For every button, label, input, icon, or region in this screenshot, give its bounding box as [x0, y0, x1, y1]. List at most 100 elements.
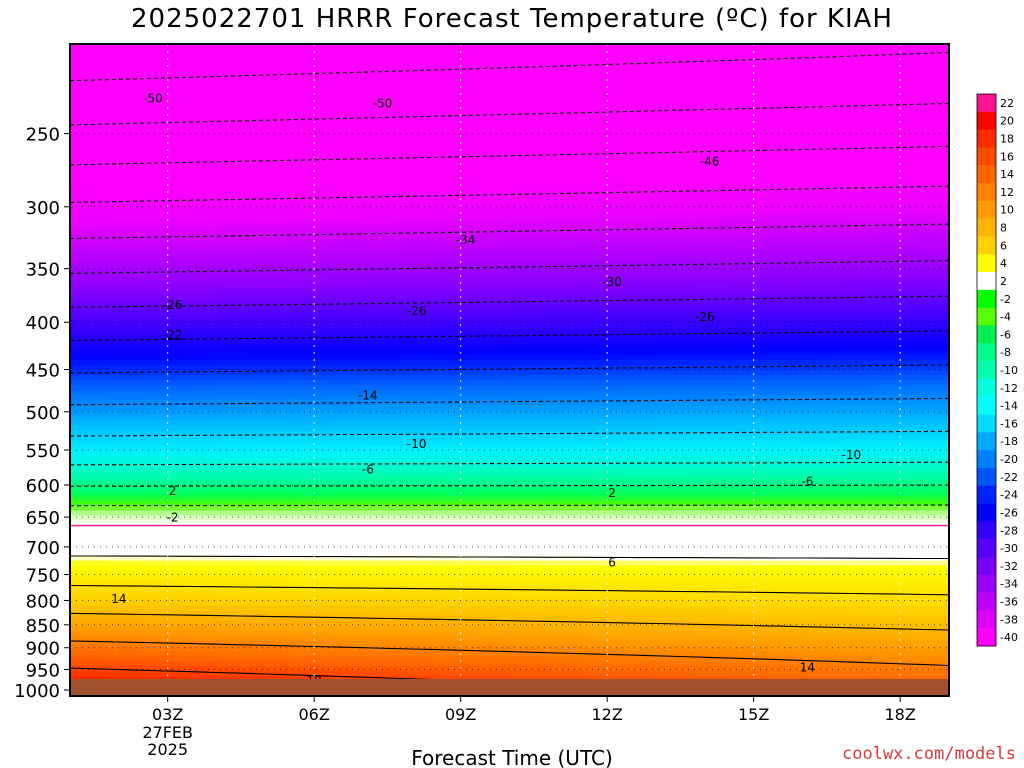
temperature-cell [692, 560, 730, 567]
temperature-cell [216, 395, 254, 401]
temperature-cell [216, 219, 254, 226]
temperature-cell [546, 349, 584, 356]
temperature-cell [912, 319, 949, 326]
temperature-cell [656, 184, 694, 191]
temperature-cell [70, 279, 108, 286]
temperature-cell [619, 89, 657, 95]
temperature-cell [253, 515, 291, 522]
temperature-cell [253, 64, 291, 70]
temperature-cell [656, 515, 694, 522]
temperature-cell [363, 465, 401, 472]
temperature-cell [289, 505, 328, 512]
temperature-cell [399, 264, 437, 271]
temperature-cell [839, 490, 877, 497]
temperature-cell [289, 670, 328, 677]
temperature-cell [729, 590, 767, 597]
temperature-cell [326, 279, 364, 286]
temperature-cell [619, 69, 657, 75]
temperature-cell [839, 670, 877, 677]
temperature-cell [582, 495, 621, 502]
temperature-cell [253, 420, 291, 426]
temperature-cell [802, 530, 840, 537]
temperature-cell [656, 114, 694, 120]
temperature-cell [472, 289, 511, 296]
temperature-cell [363, 380, 401, 386]
temperature-cell [582, 209, 621, 216]
temperature-cell [729, 119, 767, 125]
temperature-cell [436, 89, 474, 95]
temperature-cell [509, 615, 547, 622]
temperature-cell [143, 670, 181, 677]
temperature-cell [70, 640, 108, 647]
temperature-cell [839, 309, 877, 316]
temperature-cell [875, 485, 914, 492]
temperature-cell [436, 415, 474, 421]
temperature-cell [106, 355, 144, 361]
temperature-cell [216, 545, 254, 552]
temperature-cell [802, 314, 840, 321]
temperature-cell [253, 550, 291, 557]
temperature-cell [839, 430, 877, 436]
temperature-cell [143, 620, 181, 627]
temperature-cell [546, 510, 584, 517]
temperature-cell [106, 159, 144, 166]
temperature-cell [656, 415, 694, 421]
temperature-cell [253, 104, 291, 110]
temperature-cell [436, 630, 474, 637]
temperature-cell [216, 610, 254, 617]
temperature-cell [399, 294, 437, 301]
temperature-cell [216, 560, 254, 567]
temperature-cell [179, 665, 218, 672]
temperature-cell [363, 344, 401, 351]
temperature-cell [729, 339, 767, 346]
temperature-cell [765, 224, 804, 231]
temperature-cell [436, 309, 474, 316]
temperature-cell [839, 600, 877, 607]
temperature-cell [472, 540, 511, 547]
temperature-cell [765, 59, 804, 65]
temperature-cell [802, 69, 840, 75]
temperature-cell [436, 274, 474, 281]
temperature-cell [912, 450, 949, 456]
temperature-cell [912, 530, 949, 537]
temperature-cell [692, 595, 730, 602]
temperature-cell [692, 329, 730, 336]
temperature-cell [106, 380, 144, 386]
temperature-cell [546, 249, 584, 256]
temperature-cell [436, 385, 474, 391]
temperature-cell [289, 360, 328, 366]
temperature-cell [729, 259, 767, 266]
temperature-cell [216, 530, 254, 537]
temperature-cell [729, 440, 767, 446]
temperature-cell [70, 139, 108, 146]
temperature-cell [363, 179, 401, 186]
temperature-cell [106, 239, 144, 246]
temperature-cell [729, 169, 767, 176]
temperature-cell [802, 665, 840, 672]
temperature-cell [729, 224, 767, 231]
temperature-cell [143, 334, 181, 341]
temperature-cell [656, 49, 694, 55]
temperature-cell [179, 124, 218, 130]
temperature-cell [106, 164, 144, 171]
temperature-cell [546, 655, 584, 662]
temperature-cell [912, 344, 949, 351]
temperature-cell [875, 124, 914, 130]
temperature-cell [106, 555, 144, 562]
temperature-cell [70, 334, 108, 341]
temperature-cell [546, 184, 584, 191]
temperature-cell [509, 390, 547, 396]
temperature-cell [326, 179, 364, 186]
colorbar-label: 8 [1000, 222, 1007, 235]
temperature-cell [143, 490, 181, 497]
colorbar-frame [976, 93, 997, 647]
temperature-cell [179, 339, 218, 346]
temperature-cell [509, 94, 547, 100]
temperature-cell [143, 259, 181, 266]
temperature-cell [399, 505, 437, 512]
temperature-cell [399, 339, 437, 346]
temperature-cell [729, 144, 767, 151]
temperature-cell [253, 410, 291, 416]
temperature-cell [253, 129, 291, 136]
temperature-cell [875, 575, 914, 582]
